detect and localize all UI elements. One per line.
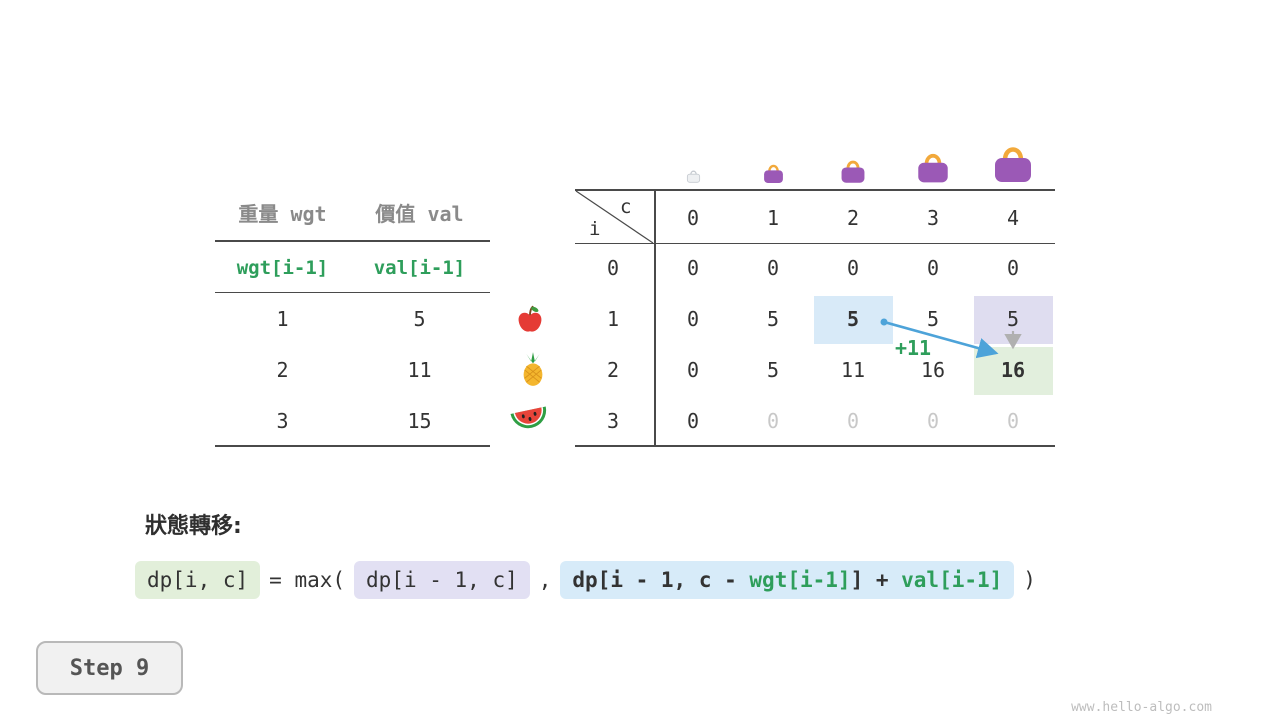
state-transition-formula: dp[i, c] = max( dp[i - 1, c] , dp[i - 1,… (135, 561, 1036, 599)
weight-cell: 2 (276, 358, 289, 382)
value-cell: 11 (407, 358, 432, 382)
table-rule (575, 243, 1055, 244)
formula-arg2-val: val[i-1] (901, 568, 1003, 592)
dp-cell: 0 (926, 409, 940, 433)
value-cell: 15 (407, 409, 432, 433)
dp-cell: 16 (920, 358, 946, 382)
formula-arg2-mid: ] + (850, 568, 902, 592)
table-rule (215, 292, 490, 293)
formula-arg2-prefix: dp[i - 1, c - (572, 568, 750, 592)
dp-cell: 11 (840, 358, 866, 382)
formula-operator: = max( (269, 568, 346, 592)
dp-cell: 5 (766, 358, 780, 382)
row-header: 3 (606, 409, 620, 433)
dp-cell-source: 5 (846, 307, 860, 331)
dp-cell: 0 (926, 256, 940, 280)
bag-xlarge-icon (991, 140, 1035, 184)
dp-cell: 0 (686, 358, 700, 382)
pineapple-icon (518, 351, 548, 387)
table-rule (575, 189, 1055, 191)
formula-close-paren: ) (1023, 568, 1036, 592)
dp-cell: 0 (766, 409, 780, 433)
formula-arg2-chip: dp[i - 1, c - wgt[i-1]] + val[i-1] (560, 561, 1015, 599)
col-header: 1 (766, 206, 780, 230)
formula-comma: , (538, 568, 552, 592)
dp-cell: 5 (766, 307, 780, 331)
bag-large-icon (915, 148, 951, 184)
dp-cell: 0 (1006, 409, 1020, 433)
table-rule (215, 445, 490, 447)
bag-medium-icon (839, 156, 867, 184)
apple-icon (516, 304, 544, 334)
watermelon-icon (509, 403, 551, 434)
table-rule (654, 189, 656, 447)
value-column-header: 價值 val (375, 202, 464, 226)
dp-cell-current: 16 (1000, 358, 1026, 382)
highlight-cell-source (814, 296, 893, 344)
watermark: www.hello-algo.com (1071, 700, 1212, 715)
col-header: 4 (1006, 206, 1020, 230)
dp-cell: 0 (686, 409, 700, 433)
dp-cell: 0 (766, 256, 780, 280)
value-formula-cell: val[i-1] (373, 257, 466, 279)
weight-formula-cell: wgt[i-1] (236, 257, 329, 279)
table-rule (575, 445, 1055, 447)
dp-cell-above: 5 (1006, 307, 1020, 331)
state-transition-label: 狀態轉移: (145, 514, 242, 539)
dp-cell: 0 (846, 409, 860, 433)
value-cell: 5 (413, 307, 426, 331)
table-rule (215, 240, 490, 242)
row-header: 1 (606, 307, 620, 331)
weight-cell: 3 (276, 409, 289, 433)
dp-cell: 5 (926, 307, 940, 331)
dp-cell: 0 (686, 256, 700, 280)
dp-cell: 0 (686, 307, 700, 331)
bag-small-icon (762, 161, 785, 184)
dp-cell: 0 (1006, 256, 1020, 280)
step-badge: Step 9 (36, 641, 183, 695)
row-header: 0 (606, 256, 620, 280)
row-header: 2 (606, 358, 620, 382)
add-value-annotation: +11 (894, 336, 932, 360)
col-header: 2 (846, 206, 860, 230)
bag-empty-icon (686, 168, 701, 183)
weight-column-header: 重量 wgt (238, 202, 327, 226)
weight-cell: 1 (276, 307, 289, 331)
formula-arg1-chip: dp[i - 1, c] (354, 561, 530, 599)
corner-diagonal (575, 190, 654, 244)
corner-row-label: i (589, 218, 601, 240)
formula-lhs-chip: dp[i, c] (135, 561, 261, 599)
corner-col-label: c (620, 196, 632, 218)
col-header: 3 (926, 206, 940, 230)
dp-cell: 0 (846, 256, 860, 280)
col-header: 0 (686, 206, 700, 230)
formula-arg2-wgt: wgt[i-1] (749, 568, 851, 592)
